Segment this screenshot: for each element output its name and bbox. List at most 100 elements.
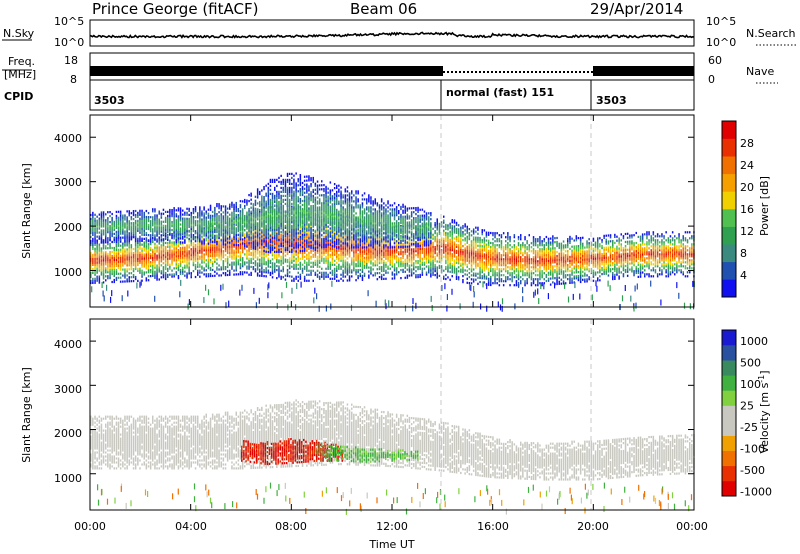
power-cell (449, 256, 451, 259)
power-cell (340, 273, 342, 276)
power-cell (472, 242, 475, 245)
power-cell (436, 260, 438, 263)
power-cell (500, 270, 503, 273)
power-cell (592, 259, 595, 262)
power-cell (346, 251, 349, 254)
power-cell (515, 270, 518, 273)
power-cell (436, 238, 438, 241)
power-cell (137, 253, 139, 256)
power-cell (117, 258, 120, 261)
power-cell (353, 251, 355, 254)
power-cell (383, 247, 385, 250)
power-cell (288, 275, 291, 278)
power-cell (556, 264, 558, 268)
power-cell (603, 260, 605, 263)
power-cell (192, 248, 195, 251)
power-cell (601, 273, 603, 276)
power-cell (288, 263, 291, 266)
power-cell (505, 258, 507, 261)
power-cell (609, 258, 612, 261)
power-cell (526, 266, 528, 269)
power-cell (162, 262, 165, 265)
power-cell (522, 268, 524, 271)
power-cell (124, 276, 126, 279)
power-cell (475, 238, 477, 241)
power-cell (391, 257, 394, 260)
power-cell (288, 259, 291, 262)
power-cell (156, 270, 158, 273)
power-cell (359, 250, 361, 254)
power-cell (115, 276, 118, 279)
power-cell (378, 256, 381, 259)
power-cell (457, 262, 460, 265)
power-cell (541, 274, 543, 277)
power-cell (545, 275, 548, 279)
power-cell (327, 249, 329, 252)
power-cell (288, 247, 291, 250)
power-cell (597, 253, 599, 256)
power-cell (259, 270, 261, 273)
power-cell (203, 253, 205, 256)
power-cell (167, 263, 169, 266)
power-cell (603, 236, 605, 239)
power-cell (231, 241, 233, 244)
power-cell (261, 268, 263, 271)
power-cell (201, 245, 203, 248)
power-cell (342, 271, 344, 274)
power-cell (186, 244, 188, 247)
power-cell (199, 231, 201, 234)
power-cell (526, 282, 528, 285)
power-cell (102, 263, 105, 266)
power-cell (556, 256, 558, 260)
power-cell (560, 250, 563, 253)
power-cell (139, 241, 141, 244)
power-cell (436, 248, 438, 251)
power-cell (336, 269, 338, 272)
power-cell (184, 258, 186, 261)
power-cell (443, 247, 445, 250)
power-cell (256, 252, 259, 255)
power-cell (597, 249, 599, 252)
power-cell (421, 241, 424, 244)
power-cell (342, 257, 344, 260)
power-cell (378, 262, 381, 265)
power-cell (376, 272, 379, 275)
power-cell (494, 276, 496, 279)
power-cell (605, 252, 607, 255)
power-cell (134, 259, 137, 263)
power-cell (222, 272, 225, 275)
power-cell (443, 277, 445, 280)
power-cell (517, 244, 520, 247)
power-cell (526, 254, 528, 257)
power-cell (141, 275, 143, 278)
power-cell (549, 241, 552, 244)
power-cell (517, 262, 520, 265)
power-cell (102, 259, 105, 262)
power-cell (201, 259, 203, 262)
power-cell (94, 271, 96, 274)
power-cell (453, 261, 456, 264)
power-cell (590, 245, 593, 249)
power-cell (430, 257, 432, 260)
power-cell (594, 271, 597, 274)
power-cell (248, 259, 250, 262)
power-cell (507, 252, 509, 255)
power-cell (366, 260, 368, 263)
power-cell (314, 263, 317, 266)
power-cell (575, 255, 578, 258)
power-cell (239, 257, 242, 260)
power-cell (498, 258, 501, 261)
power-cell (466, 239, 468, 242)
nsearch-label: N.Search (746, 27, 796, 40)
power-panel: 1000 2000 3000 4000 Slant Range [km] (20, 114, 695, 312)
power-cell (113, 262, 115, 266)
power-cell (102, 245, 105, 248)
power-cell (207, 241, 210, 244)
power-cell (513, 234, 516, 237)
power-cell (481, 265, 483, 268)
power-cell (592, 249, 595, 252)
power-cell (184, 252, 186, 255)
power-cell (445, 267, 447, 271)
power-cell (579, 264, 582, 268)
power-cell (269, 259, 272, 262)
